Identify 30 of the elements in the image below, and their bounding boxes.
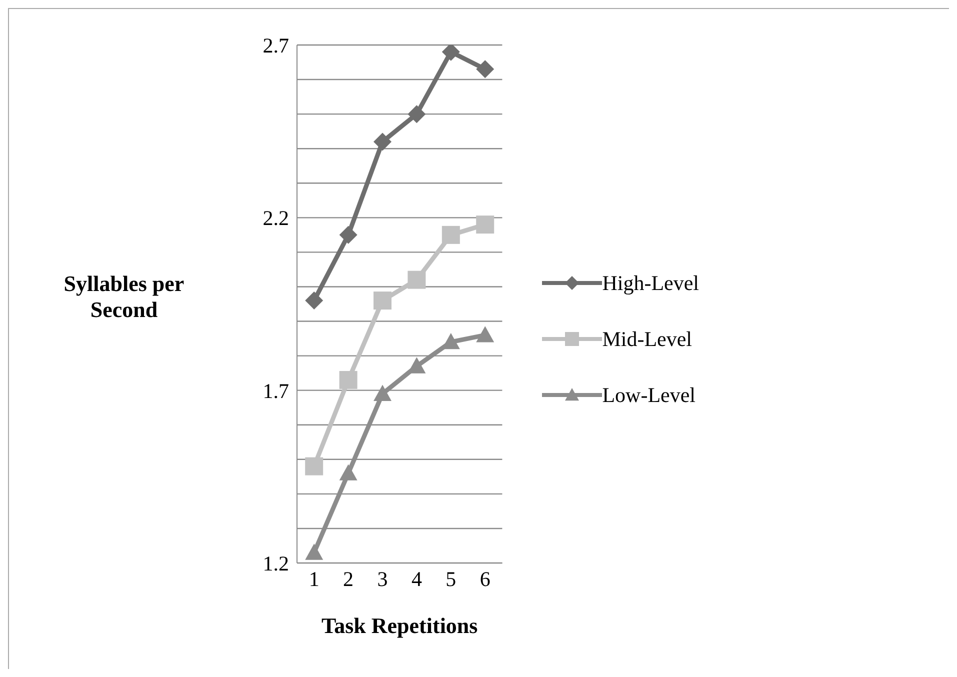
- x-axis-title: Task Repetitions: [321, 613, 478, 638]
- x-tick-label: 1: [308, 566, 320, 591]
- point: [374, 384, 392, 401]
- point: [476, 216, 494, 234]
- point: [305, 544, 324, 560]
- point: [476, 326, 494, 342]
- legend-label: High-Level: [602, 270, 699, 296]
- point: [374, 292, 392, 310]
- legend-label: Mid-Level: [602, 326, 692, 352]
- y-tick-label: 1.2: [262, 551, 289, 576]
- x-tick-label: 5: [446, 566, 456, 591]
- x-tick-label: 6: [480, 566, 490, 591]
- point: [476, 60, 494, 78]
- point: [442, 226, 460, 244]
- y-axis-title: Syllables per Second: [62, 271, 186, 323]
- legend-label: Low-Level: [602, 382, 696, 408]
- point: [339, 370, 358, 389]
- point: [374, 132, 392, 151]
- y-tick-label: 2.7: [262, 33, 289, 58]
- y-tick-label: 1.7: [262, 378, 289, 403]
- point: [339, 226, 358, 244]
- point: [305, 292, 324, 310]
- point: [408, 105, 426, 124]
- x-tick-label: 4: [411, 566, 422, 591]
- point: [305, 457, 324, 476]
- point: [408, 270, 426, 289]
- point: [339, 464, 358, 480]
- x-tick-label: 3: [377, 566, 388, 591]
- x-tick-label: 2: [343, 566, 354, 591]
- y-tick-label: 2.2: [262, 206, 289, 230]
